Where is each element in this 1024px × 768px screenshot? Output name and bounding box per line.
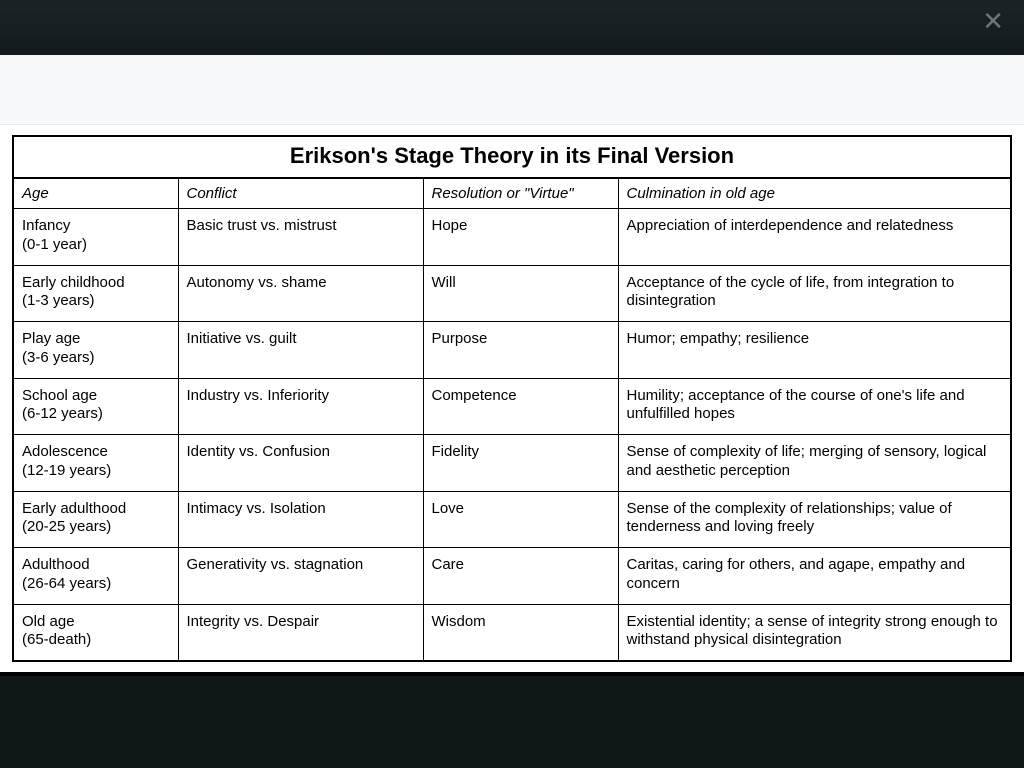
cell-resolution: Love [423, 491, 618, 548]
cell-conflict: Generativity vs. stagnation [178, 548, 423, 605]
age-label: Adulthood [22, 556, 90, 573]
document-margin-top [0, 55, 1024, 125]
erikson-table: Erikson's Stage Theory in its Final Vers… [12, 135, 1012, 662]
cell-age: Play age (3-6 years) [13, 322, 178, 379]
age-range: (65-death) [22, 631, 170, 650]
cell-age: Adulthood (26-64 years) [13, 548, 178, 605]
age-range: (1-3 years) [22, 292, 170, 311]
table-row: Early childhood (1-3 years) Autonomy vs.… [13, 265, 1011, 322]
cell-resolution: Competence [423, 378, 618, 435]
table-row: Play age (3-6 years) Initiative vs. guil… [13, 322, 1011, 379]
cell-resolution: Fidelity [423, 435, 618, 492]
age-label: Old age [22, 613, 75, 630]
age-label: Play age [22, 330, 80, 347]
cell-conflict: Integrity vs. Despair [178, 604, 423, 661]
age-range: (12-19 years) [22, 462, 170, 481]
table-row: Infancy (0-1 year) Basic trust vs. mistr… [13, 209, 1011, 266]
age-range: (3-6 years) [22, 349, 170, 368]
viewer-top-bar: ✕ [0, 0, 1024, 55]
cell-culmination: Sense of the complexity of relationships… [618, 491, 1011, 548]
cell-culmination: Acceptance of the cycle of life, from in… [618, 265, 1011, 322]
age-range: (26-64 years) [22, 575, 170, 594]
age-label: Early adulthood [22, 500, 126, 517]
cell-culmination: Humility; acceptance of the course of on… [618, 378, 1011, 435]
col-header-resolution: Resolution or "Virtue" [423, 178, 618, 209]
cell-conflict: Identity vs. Confusion [178, 435, 423, 492]
cell-conflict: Industry vs. Inferiority [178, 378, 423, 435]
cell-resolution: Will [423, 265, 618, 322]
viewer-bottom-bar [0, 672, 1024, 768]
table-row: Old age (65-death) Integrity vs. Despair… [13, 604, 1011, 661]
cell-age: Old age (65-death) [13, 604, 178, 661]
cell-age: Infancy (0-1 year) [13, 209, 178, 266]
age-label: School age [22, 387, 97, 404]
cell-culmination: Existential identity; a sense of integri… [618, 604, 1011, 661]
age-range: (6-12 years) [22, 405, 170, 424]
table-header-row: Age Conflict Resolution or "Virtue" Culm… [13, 178, 1011, 209]
cell-resolution: Care [423, 548, 618, 605]
cell-culmination: Appreciation of interdependence and rela… [618, 209, 1011, 266]
table-row: Adolescence (12-19 years) Identity vs. C… [13, 435, 1011, 492]
cell-culmination: Caritas, caring for others, and agape, e… [618, 548, 1011, 605]
age-range: (0-1 year) [22, 236, 170, 255]
cell-age: School age (6-12 years) [13, 378, 178, 435]
cell-age: Early adulthood (20-25 years) [13, 491, 178, 548]
age-label: Infancy [22, 217, 70, 234]
table-title: Erikson's Stage Theory in its Final Vers… [13, 136, 1011, 178]
table-row: Adulthood (26-64 years) Generativity vs.… [13, 548, 1011, 605]
cell-resolution: Wisdom [423, 604, 618, 661]
age-label: Early childhood [22, 274, 125, 291]
col-header-culmination: Culmination in old age [618, 178, 1011, 209]
close-icon[interactable]: ✕ [982, 8, 1004, 34]
cell-culmination: Sense of complexity of life; merging of … [618, 435, 1011, 492]
col-header-age: Age [13, 178, 178, 209]
cell-conflict: Initiative vs. guilt [178, 322, 423, 379]
cell-resolution: Hope [423, 209, 618, 266]
cell-conflict: Basic trust vs. mistrust [178, 209, 423, 266]
age-label: Adolescence [22, 443, 108, 460]
col-header-conflict: Conflict [178, 178, 423, 209]
cell-age: Adolescence (12-19 years) [13, 435, 178, 492]
cell-age: Early childhood (1-3 years) [13, 265, 178, 322]
age-range: (20-25 years) [22, 518, 170, 537]
cell-culmination: Humor; empathy; resilience [618, 322, 1011, 379]
document-sheet: Erikson's Stage Theory in its Final Vers… [0, 125, 1024, 672]
cell-conflict: Autonomy vs. shame [178, 265, 423, 322]
table-row: School age (6-12 years) Industry vs. Inf… [13, 378, 1011, 435]
table-row: Early adulthood (20-25 years) Intimacy v… [13, 491, 1011, 548]
cell-conflict: Intimacy vs. Isolation [178, 491, 423, 548]
cell-resolution: Purpose [423, 322, 618, 379]
